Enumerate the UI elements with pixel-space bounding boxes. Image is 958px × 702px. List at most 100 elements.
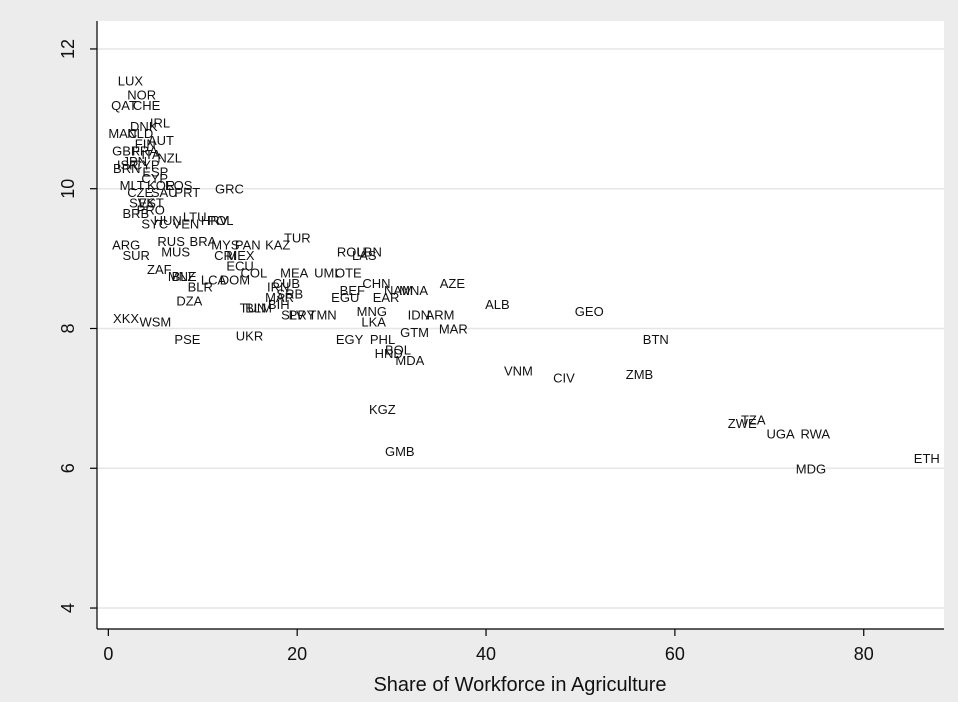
- point-label: PRT: [174, 185, 200, 200]
- point-label: RWA: [800, 426, 830, 441]
- point-label: SUR: [122, 248, 149, 263]
- point-label: CHN: [362, 276, 390, 291]
- point-label: JPN: [122, 154, 147, 169]
- point-label: NLD: [127, 126, 153, 141]
- point-label: HUN: [154, 213, 182, 228]
- point-label: BIH: [268, 297, 290, 312]
- point-label: MYS: [211, 238, 240, 253]
- point-label: BLR: [188, 280, 213, 295]
- y-tick-label: 6: [58, 463, 78, 473]
- point-label: DZA: [176, 294, 202, 309]
- point-label: UML: [314, 266, 341, 281]
- point-label: MNE: [168, 269, 197, 284]
- point-label: ZAF: [147, 262, 172, 277]
- point-label: ALB: [485, 297, 510, 312]
- point-label: BLM: [245, 301, 272, 316]
- point-label: UGA: [766, 426, 795, 441]
- point-label: BRA: [190, 234, 217, 249]
- point-label: IDN: [408, 308, 430, 323]
- point-label: MAC: [108, 126, 137, 141]
- point-label: GRC: [215, 182, 244, 197]
- point-label: LAS: [352, 248, 377, 263]
- point-label: MNG: [357, 304, 387, 319]
- point-label: ARG: [112, 238, 140, 253]
- y-tick-label: 10: [58, 179, 78, 199]
- point-label: SAU: [151, 185, 178, 200]
- x-tick-label: 0: [103, 644, 113, 664]
- x-tick-label: 40: [476, 644, 496, 664]
- point-label: ROU: [337, 245, 366, 260]
- point-labels: LUXNORQATCHEIRLDNKMACNLDAUTFINGBRFRAITAN…: [108, 73, 939, 476]
- point-label: CRI: [214, 248, 236, 263]
- point-label: PRO: [137, 203, 165, 218]
- point-label: FIN: [135, 136, 156, 151]
- x-axis-ticks: 0 20 40 60 80: [103, 629, 874, 664]
- point-label: QAT: [111, 98, 137, 113]
- point-label: GTM: [400, 325, 429, 340]
- point-label: TZA: [741, 412, 766, 427]
- point-label: MAR: [439, 321, 468, 336]
- y-tick-label: 12: [58, 39, 78, 59]
- point-label: TMN: [309, 308, 337, 323]
- point-label: MNA: [399, 283, 428, 298]
- point-label: ZMB: [626, 367, 653, 382]
- point-label: TUR: [284, 231, 311, 246]
- point-label: LKA: [361, 315, 386, 330]
- point-label: EAR: [373, 290, 400, 305]
- point-label: EGY: [336, 332, 364, 347]
- point-label: LCA: [201, 273, 227, 288]
- point-label: MDA: [395, 353, 424, 368]
- point-label: POL: [207, 213, 233, 228]
- point-label: XKX: [113, 311, 139, 326]
- point-label: FRA: [132, 143, 158, 158]
- point-label: NOR: [127, 87, 156, 102]
- point-label: NAM: [384, 283, 413, 298]
- point-label: BLZ: [172, 269, 196, 284]
- point-label: AZE: [440, 276, 466, 291]
- point-label: ISR: [117, 157, 139, 172]
- point-label: TUN: [240, 301, 267, 316]
- point-label: ESP: [142, 164, 168, 179]
- point-label: LBN: [357, 245, 382, 260]
- point-label: VEN: [173, 217, 200, 232]
- point-label: IRL: [150, 115, 170, 130]
- point-label: WSM: [139, 315, 171, 330]
- point-label: PRY: [289, 308, 316, 323]
- point-label: BRN: [113, 161, 140, 176]
- point-label: LUX: [118, 73, 144, 88]
- point-label: SRB: [276, 287, 303, 302]
- plot-area: [97, 21, 944, 629]
- point-label: ITA: [141, 147, 161, 162]
- point-label: MDG: [796, 461, 826, 476]
- point-label: SLV: [281, 308, 305, 323]
- point-label: ETH: [914, 451, 940, 466]
- grid-lines: [97, 48, 944, 609]
- point-label: MEX: [226, 248, 255, 263]
- point-label: ZWE: [728, 416, 757, 431]
- point-label: LTU: [183, 210, 207, 225]
- point-label: BTN: [643, 332, 669, 347]
- point-label: MEA: [280, 266, 309, 281]
- point-label: IRN: [267, 280, 289, 295]
- point-label: COL: [241, 266, 268, 281]
- point-label: MAR: [265, 290, 294, 305]
- point-label: PSE: [174, 332, 200, 347]
- point-label: ECU: [226, 259, 253, 274]
- y-axis-ticks: 4 6 8 10 12: [58, 39, 97, 613]
- point-label: DOM: [220, 273, 250, 288]
- point-label: BRB: [122, 206, 149, 221]
- point-label: KGZ: [369, 402, 396, 417]
- point-label: DNK: [130, 119, 158, 134]
- point-label: AUT: [148, 133, 174, 148]
- point-label: GMB: [385, 444, 415, 459]
- point-label: CYP: [133, 157, 160, 172]
- x-axis-title: Share of Workforce in Agriculture: [373, 674, 666, 696]
- point-label: BEF: [340, 283, 365, 298]
- y-tick-label: 8: [58, 323, 78, 333]
- point-label: RUS: [157, 234, 185, 249]
- point-label: CHE: [133, 98, 161, 113]
- x-tick-label: 80: [854, 644, 874, 664]
- point-label: NZL: [157, 150, 182, 165]
- point-label: EST: [139, 196, 164, 211]
